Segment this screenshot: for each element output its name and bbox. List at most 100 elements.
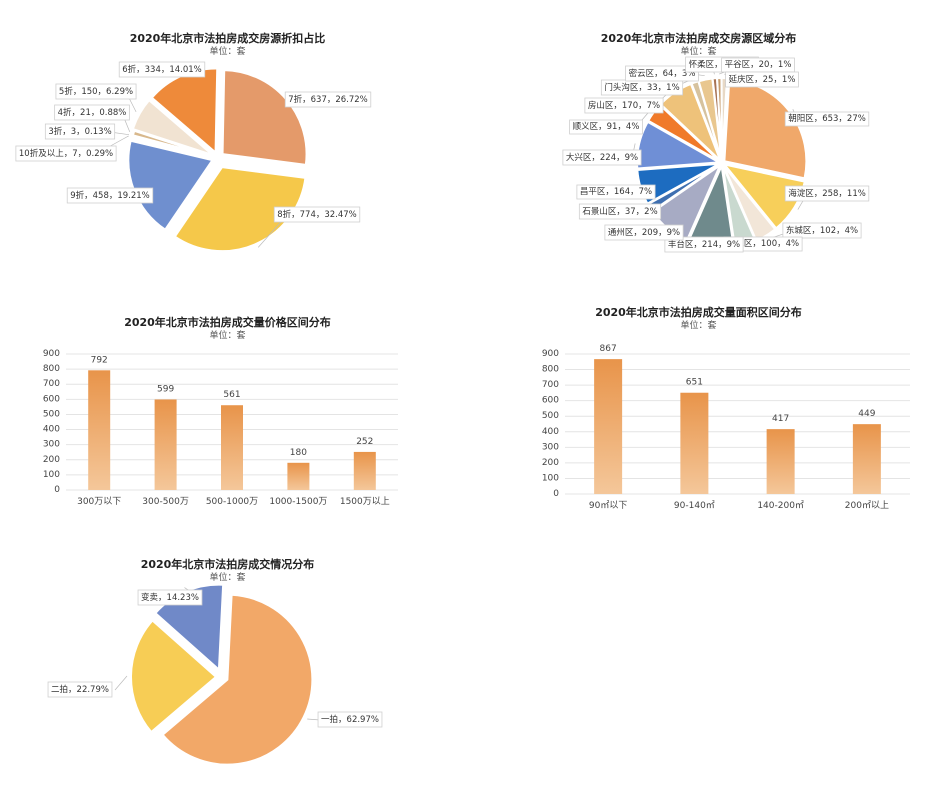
pie-slice-label: 平谷区，20，1% xyxy=(725,60,792,70)
x-tick-label: 140-200㎡ xyxy=(757,500,804,511)
x-tick-label: 200㎡以上 xyxy=(845,500,889,511)
pie-label-box xyxy=(284,91,372,108)
bar-value-label: 252 xyxy=(356,437,373,447)
pie-slice xyxy=(131,98,214,157)
pie-slice-label: 房山区，170，7% xyxy=(588,100,660,111)
pie-label-box xyxy=(66,187,154,204)
pie-slice-label: 昌平区，164，7% xyxy=(580,187,652,197)
y-tick-label: 200 xyxy=(542,458,559,468)
y-tick-label: 600 xyxy=(43,394,60,404)
pie-slice xyxy=(161,593,314,766)
pie-slice-label: 西城区，100，4% xyxy=(727,239,799,249)
y-tick-label: 0 xyxy=(54,485,60,495)
chart-title: 2020年北京市法拍房成交量价格区间分布 xyxy=(124,316,331,329)
pie-labels: 7折，637，26.72% 8折，774，32.47% 9折，458，19.21% 1… xyxy=(15,61,372,248)
pie-slice-label: 二拍，22.79% xyxy=(51,684,109,695)
bar xyxy=(88,370,111,490)
chart-unit: 单位：套 xyxy=(209,47,246,57)
pie-label-box xyxy=(625,65,699,82)
pie-label-box xyxy=(578,203,662,220)
bar xyxy=(680,392,709,494)
bar xyxy=(353,451,376,490)
pie-slice xyxy=(131,129,215,158)
pie-slice-label: 6折，334，14.01% xyxy=(122,64,202,75)
x-tick-label: 1500万以上 xyxy=(340,496,390,507)
y-tick-label: 600 xyxy=(542,396,559,406)
chart-unit: 单位：套 xyxy=(680,47,717,57)
chart-title: 2020年北京市法拍房成交量面积区间分布 xyxy=(595,306,802,319)
bar-value-label: 417 xyxy=(772,414,789,424)
chart-area-bar-panel: 2020年北京市法拍房成交量面积区间分布 单位：套 0 100 200 300 400 5… xyxy=(470,300,927,525)
y-tick-label: 400 xyxy=(43,425,60,435)
chart-price-bar-panel: 2020年北京市法拍房成交量价格区间分布 单位：套 0 100 200 300 400 5… xyxy=(0,300,455,525)
chart-auction-pie-panel: 2020年北京市法拍房成交情况分布 单位：套 一拍，62.97% 二拍，22.79… xyxy=(0,540,455,789)
pie-slice-label: 门头沟区，33，1% xyxy=(604,82,679,93)
pie-label-box xyxy=(47,681,113,698)
pie-slice xyxy=(173,166,307,253)
pie-slice-label: 顺义区，91，4% xyxy=(573,122,640,132)
y-tick-label: 100 xyxy=(542,473,559,483)
x-tick-label: 300万以下 xyxy=(77,497,121,507)
pie-slice-label: 变卖，14.23% xyxy=(141,592,199,603)
y-tick-label: 100 xyxy=(43,470,60,480)
pie-slice-label: 10折及以上，7，0.29% xyxy=(19,148,113,159)
x-tick-label: 500-1000万 xyxy=(206,497,258,507)
pie-label-box xyxy=(664,236,744,253)
bar-value-label: 180 xyxy=(290,448,307,458)
y-tick-label: 700 xyxy=(43,379,60,389)
pie-slice-label: 通州区，209，9% xyxy=(608,227,680,238)
y-tick-label: 200 xyxy=(43,455,60,465)
pie-label-box xyxy=(725,71,799,88)
x-tick-label: 1000-1500万 xyxy=(269,497,327,507)
district-pie-chart: 朝阳区，653，27% 海淀区，258，11% 东城区，102，4% 西城区，100，… xyxy=(562,56,870,253)
y-tick-label: 300 xyxy=(43,440,60,450)
pie-label-box xyxy=(784,111,870,127)
pie-label-box xyxy=(317,711,383,728)
pie-slice-label: 丰台区，214，9% xyxy=(668,239,740,250)
pie-slice xyxy=(723,78,808,180)
y-tick-label: 900 xyxy=(542,349,559,359)
pie-label-box xyxy=(584,97,664,114)
pie-slice-label: 石景山区，37，2% xyxy=(582,206,657,217)
chart-district-pie-panel: 2020年北京市法拍房成交房源区域分布 单位：套 朝阳区，653，27% 海淀区，… xyxy=(470,0,927,268)
pie-slice-label: 3折，3，0.13% xyxy=(48,126,111,137)
x-tick-label: 300-500万 xyxy=(142,497,189,507)
pie-label-box xyxy=(576,184,656,200)
y-tick-label: 400 xyxy=(542,427,559,437)
chart-title: 2020年北京市法拍房成交房源折扣占比 xyxy=(129,32,326,45)
bar xyxy=(852,424,881,494)
pie-slice xyxy=(221,69,308,166)
pie-label-box xyxy=(55,83,137,100)
y-tick-label: 800 xyxy=(43,364,60,374)
bar-value-label: 792 xyxy=(91,355,108,365)
bar xyxy=(766,429,795,494)
pie-label-box xyxy=(604,224,684,241)
pie-slice-label: 7折，637，26.72% xyxy=(288,94,368,105)
pie-slice-label: 8折，774，32.47% xyxy=(277,209,357,220)
bar xyxy=(221,405,243,490)
bar-value-label: 867 xyxy=(600,344,617,354)
y-tick-label: 900 xyxy=(43,349,60,359)
pie-label-box xyxy=(118,61,206,78)
pie-slice xyxy=(722,163,806,230)
chart-title: 2020年北京市法拍房成交情况分布 xyxy=(140,558,315,571)
pie-slice xyxy=(130,619,218,734)
pie-label-box xyxy=(54,104,130,121)
y-tick-label: 300 xyxy=(542,442,559,452)
bar-value-label: 449 xyxy=(858,409,875,419)
pie-label-box xyxy=(782,222,862,239)
pie-label-box xyxy=(273,206,361,223)
area-bar-chart: 0 100 200 300 400 500 600 700 800 900 867 90㎡以下 651 9… xyxy=(542,344,910,511)
chart-title: 2020年北京市法拍房成交房源区域分布 xyxy=(600,32,797,45)
x-tick-label: 90-140㎡ xyxy=(674,500,715,511)
pie-label-box xyxy=(44,123,116,140)
pie-slice-label: 一拍，62.97% xyxy=(321,714,379,725)
bar-value-label: 561 xyxy=(223,390,240,400)
chart-discount-pie-panel: 2020年北京市法拍房成交房源折扣占比 单位：套 7折，637，26.72% 8折… xyxy=(0,0,455,268)
pie-slice-label: 东城区，102，4% xyxy=(786,225,858,236)
bar-value-label: 651 xyxy=(686,378,703,388)
auction-pie-chart: 一拍，62.97% 二拍，22.79% 变卖，14.23% xyxy=(47,583,383,766)
pie-slice-label: 延庆区，25，1% xyxy=(729,74,796,85)
pie-slice-label: 4折，21，0.88% xyxy=(58,107,127,118)
bar xyxy=(154,399,177,490)
